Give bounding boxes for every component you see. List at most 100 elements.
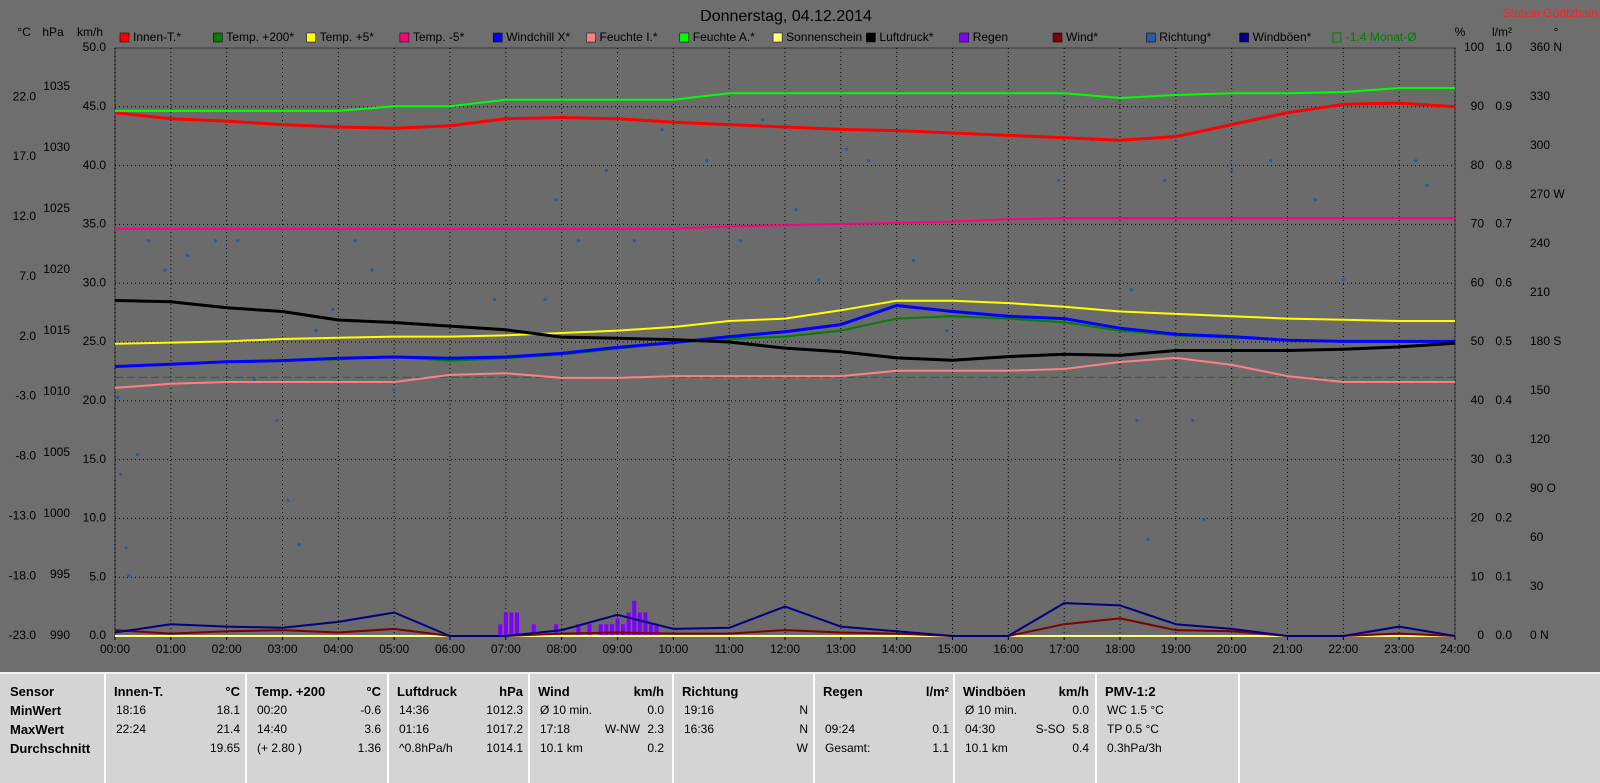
y-tick-label: 5.0: [89, 569, 106, 583]
x-tick-label: 03:00: [267, 642, 297, 656]
y-tick-label: 30: [1471, 452, 1485, 466]
y-tick-label: -13.0: [9, 508, 37, 522]
y-tick-label: 210: [1530, 285, 1550, 299]
axis-label: km/h: [77, 25, 103, 39]
rain-bar: [615, 618, 620, 636]
x-tick-label: 13:00: [826, 642, 856, 656]
y-tick-label: -23.0: [9, 628, 37, 642]
y-tick-label: 180 S: [1530, 334, 1561, 348]
x-tick-label: 24:00: [1440, 642, 1470, 656]
y-tick-label: 100: [1464, 40, 1484, 54]
cell-left: Gesamt:: [825, 741, 871, 755]
direction-dot: [252, 377, 257, 382]
column-unit: l/m²: [925, 684, 949, 699]
y-tick-label: -3.0: [15, 389, 36, 403]
cell-right: 1.36: [357, 741, 381, 755]
y-tick-label: 1.0: [1495, 40, 1512, 54]
cell-right: 2.3: [647, 722, 664, 736]
rain-bar: [498, 624, 503, 636]
x-tick-label: 08:00: [547, 642, 577, 656]
y-tick-label: 990: [50, 628, 70, 642]
column-unit: °C: [225, 684, 240, 699]
y-tick-label: 0.6: [1495, 275, 1512, 289]
rain-bar: [587, 624, 592, 636]
y-tick-label: 995: [50, 567, 70, 581]
rain-bar: [649, 624, 653, 636]
y-tick-label: 50.0: [83, 40, 107, 54]
y-tick-label: 70: [1471, 217, 1485, 231]
y-tick-label: 30.0: [83, 275, 107, 289]
cell-left: 00:20: [257, 703, 288, 717]
column-unit: km/h: [633, 684, 664, 699]
y-tick-label: 40: [1471, 393, 1485, 407]
cell-left: 10.1 km: [540, 741, 583, 755]
y-tick-label: 0.2: [1495, 511, 1512, 525]
series-line: [115, 87, 1455, 112]
column-separator: [387, 674, 389, 783]
x-tick-label: 06:00: [435, 642, 465, 656]
rain-bar: [509, 612, 514, 636]
legend-swatch: [213, 32, 223, 43]
legend-label: Wind*: [1066, 30, 1098, 44]
y-tick-label: -18.0: [9, 568, 37, 582]
x-tick-label: 17:00: [1049, 642, 1079, 656]
axis-label: °C: [17, 25, 31, 39]
row-label: Sensor: [10, 684, 55, 699]
y-tick-label: 10: [1471, 569, 1485, 583]
y-tick-label: 0.5: [1495, 334, 1512, 348]
x-tick-label: 01:00: [156, 642, 186, 656]
direction-dot: [370, 268, 374, 272]
y-tick-label: 120: [1530, 432, 1550, 446]
rain-bar: [503, 612, 508, 636]
y-tick-label: 0.0: [89, 628, 106, 642]
y-tick-label: 0.1: [1495, 569, 1512, 583]
x-tick-label: 11:00: [715, 642, 744, 656]
cell-left: 0.3hPa/3h: [1107, 741, 1162, 755]
x-tick-label: 16:00: [993, 642, 1023, 656]
y-tick-label: 1030: [43, 140, 70, 154]
cell-right: 3.6: [364, 722, 381, 736]
y-tick-label: 0: [1477, 628, 1484, 642]
y-tick-label: 1035: [43, 79, 70, 93]
chart-title: Donnerstag, 04.12.2014: [700, 8, 872, 25]
x-tick-label: 14:00: [882, 642, 912, 656]
station-name: Station Göritzhain: [1503, 6, 1598, 20]
y-tick-label: 0.8: [1495, 158, 1512, 172]
direction-dot: [1135, 418, 1139, 422]
x-tick-label: 10:00: [658, 642, 688, 656]
column-title: PMV-1:2: [1105, 684, 1156, 699]
direction-dot: [146, 239, 151, 243]
direction-dot: [1146, 538, 1150, 542]
legend-label: Innen-T.*: [133, 30, 181, 44]
cell-left: TP 0.5 °C: [1107, 722, 1159, 736]
cell-left: (+ 2.80 ): [257, 741, 303, 755]
cell-left: Ø 10 min.: [540, 703, 593, 717]
column-unit: hPa: [499, 684, 523, 699]
direction-dot: [660, 128, 664, 132]
column-separator: [528, 674, 530, 783]
direction-dot: [1202, 518, 1206, 522]
y-tick-label: 2.0: [19, 329, 36, 343]
legend-swatch: [1332, 32, 1342, 43]
direction-dot: [353, 239, 357, 243]
chart: Donnerstag, 04.12.2014 Station Göritzhai…: [8, 6, 1598, 657]
series-line: [114, 299, 1456, 362]
series-line: [114, 101, 1456, 142]
x-tick-label: 23:00: [1384, 642, 1414, 656]
cell-right: 1014.1: [486, 741, 523, 755]
cell-right: N: [799, 722, 808, 736]
x-tick-label: 21:00: [1272, 642, 1302, 656]
direction-dot: [816, 278, 821, 282]
legend-label: Temp. +200*: [226, 30, 294, 44]
cell-right: W: [796, 741, 808, 755]
series-line: [114, 617, 1456, 637]
stats-table: Sensor MinWert MaxWert Durchschnitt Innen-T.…: [0, 672, 1600, 783]
column-separator: [1095, 674, 1097, 783]
x-tick-label: 20:00: [1217, 642, 1247, 656]
y-tick-label: -8.0: [15, 449, 36, 463]
y-tick-label: 1000: [43, 506, 70, 520]
rain-bar: [515, 612, 519, 636]
cell-right: 0.2: [647, 741, 664, 755]
direction-dot: [705, 159, 709, 163]
column-separator: [953, 674, 955, 783]
